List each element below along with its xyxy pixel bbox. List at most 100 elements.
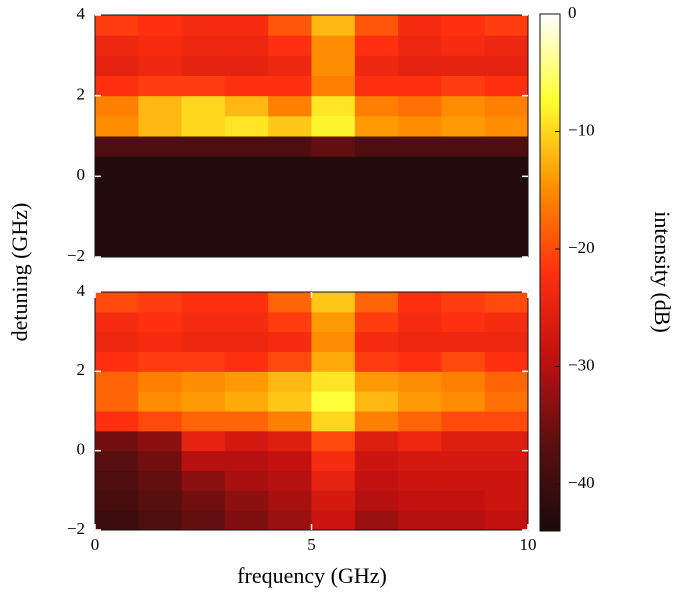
heatmap-cell — [311, 411, 356, 432]
heatmap-cell — [484, 391, 529, 412]
heatmap-cell — [224, 470, 269, 491]
heatmap-cell — [224, 371, 269, 392]
heatmap-cell — [354, 216, 399, 238]
heatmap-cell — [311, 55, 356, 76]
heatmap-cell — [181, 35, 226, 56]
heatmap-cell — [354, 430, 399, 452]
heatmap-cell — [224, 430, 269, 452]
heatmap-cell — [441, 470, 486, 491]
heatmap-cell — [138, 95, 183, 117]
y-tick-label: 0 — [77, 440, 86, 459]
heatmap-cell — [441, 311, 486, 333]
heatmap-cell — [95, 136, 139, 157]
heatmap-cell — [138, 35, 183, 56]
heatmap-cell — [138, 15, 183, 36]
heatmap-cell — [268, 216, 312, 238]
heatmap-cell — [484, 430, 529, 452]
heatmap-cell — [398, 196, 442, 218]
heatmap-cell — [181, 450, 226, 471]
heatmap-cell — [224, 311, 269, 333]
heatmap-cell — [95, 75, 139, 97]
heatmap-cell — [181, 216, 226, 238]
heatmap-cell — [398, 236, 442, 258]
heatmap-cell — [398, 292, 442, 313]
heatmap-cell — [268, 236, 312, 258]
heatmap-cell — [268, 55, 312, 76]
heatmap-cell — [95, 156, 139, 177]
heatmap-cell — [268, 136, 312, 157]
heatmap-cell — [138, 196, 183, 218]
heatmap-cell — [181, 391, 226, 412]
heatmap-cell — [138, 391, 183, 412]
heatmap-cell — [268, 75, 312, 97]
heatmap-cell — [138, 176, 183, 197]
heatmap-cell — [268, 351, 312, 372]
colorbar-tick-label: −10 — [568, 120, 595, 139]
heatmap-cell — [224, 292, 269, 313]
heatmap-cell — [268, 411, 312, 432]
heatmap-cell — [484, 236, 529, 258]
heatmap-cell — [354, 292, 399, 313]
heatmap-cell — [354, 411, 399, 432]
heatmap-cell — [95, 430, 139, 452]
heatmap-cell — [268, 176, 312, 197]
heatmap-cell — [354, 15, 399, 36]
plot-frame — [94, 14, 529, 258]
heatmap-cell — [398, 55, 442, 76]
heatmap-cell — [181, 115, 226, 137]
heatmap-cell — [95, 216, 139, 238]
heatmap-cell — [138, 450, 183, 471]
heatmap-cell — [181, 15, 226, 36]
heatmap-cell — [398, 331, 442, 352]
heatmap-cell — [354, 55, 399, 76]
heatmap-cell — [354, 331, 399, 352]
heatmap-cell — [354, 136, 399, 157]
heatmap-cell — [441, 95, 486, 117]
heatmap-cell — [484, 216, 529, 238]
heatmap-cell — [398, 470, 442, 491]
heatmap-cell — [441, 55, 486, 76]
heatmap-cell — [95, 95, 139, 117]
heatmap-cell — [138, 216, 183, 238]
heatmap-cell — [224, 236, 269, 258]
heatmap-cell — [354, 115, 399, 137]
heatmap-cell — [398, 115, 442, 137]
heatmap-cell — [311, 371, 356, 392]
heatmap-cell — [311, 311, 356, 333]
heatmap-cell — [311, 115, 356, 137]
heatmap-cell — [354, 510, 399, 531]
heatmap-cell — [224, 176, 269, 197]
heatmap-cell — [484, 75, 529, 97]
heatmap-cell — [95, 15, 139, 36]
colorbar-tick-label: −40 — [568, 473, 595, 492]
heatmap-cell — [181, 510, 226, 531]
heatmap-cell — [138, 75, 183, 97]
heatmap-cell — [138, 55, 183, 76]
heatmap-cell — [354, 450, 399, 471]
heatmap-cell — [311, 15, 356, 36]
heatmap-cell — [441, 216, 486, 238]
heatmap-cell — [441, 351, 486, 372]
heatmap-cell — [268, 391, 312, 412]
heatmap-cell — [441, 35, 486, 56]
colorbar-tick-label: 0 — [568, 3, 577, 22]
heatmap-cell — [354, 236, 399, 258]
heatmap-cell — [311, 450, 356, 471]
heatmap-cell — [138, 430, 183, 452]
heatmap-cell — [95, 236, 139, 258]
heatmap-cell — [311, 470, 356, 491]
heatmap-cell — [311, 510, 356, 531]
heatmap-cell — [398, 15, 442, 36]
heatmap-cell — [181, 311, 226, 333]
heatmap-cell — [354, 490, 399, 511]
heatmap-cell — [398, 35, 442, 56]
heatmap-cell — [268, 510, 312, 531]
heatmap-cell — [311, 176, 356, 197]
heatmap-cell — [181, 176, 226, 197]
heatmap-cell — [224, 411, 269, 432]
heatmap-cell — [354, 371, 399, 392]
heatmap-cell — [354, 470, 399, 491]
heatmap-cell — [224, 450, 269, 471]
heatmap-cell — [138, 292, 183, 313]
